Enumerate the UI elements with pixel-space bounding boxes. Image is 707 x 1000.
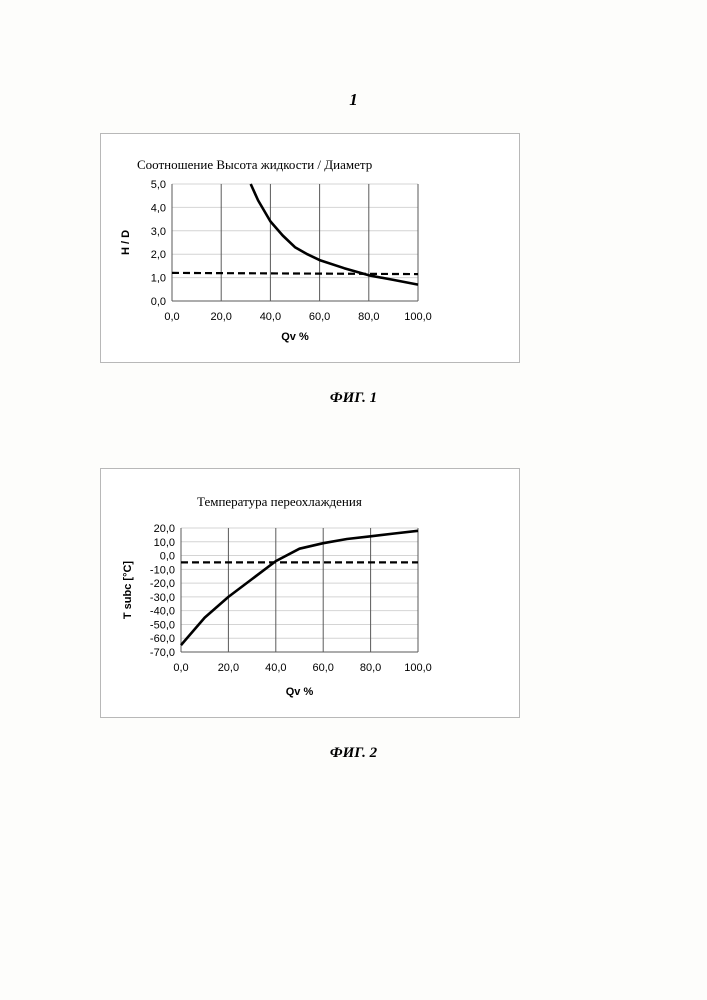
solid-data-line (181, 531, 418, 645)
x-tick-label: 20,0 (210, 311, 231, 323)
solid-data-line (251, 184, 418, 285)
figure-1-chart: Соотношение Высота жидкости / Диаметр 5,0… (101, 134, 521, 364)
y-tick-label: 1,0 (151, 273, 166, 285)
x-tick-label: 80,0 (358, 311, 379, 323)
x-tick-label: 0,0 (173, 662, 188, 674)
y-axis-label: H / D (120, 230, 132, 255)
y-tick-label: 3,0 (151, 226, 166, 238)
y-tick-label: 10,0 (154, 537, 175, 549)
x-tick-label: 100,0 (404, 662, 432, 674)
dashed-reference-line (172, 273, 418, 274)
x-tick-label: 100,0 (404, 311, 432, 323)
x-tick-label: 0,0 (164, 311, 179, 323)
x-tick-label: 40,0 (260, 311, 281, 323)
x-tick-label: 80,0 (360, 662, 381, 674)
x-axis-label: Qv % (286, 686, 314, 698)
chart-title: Соотношение Высота жидкости / Диаметр (137, 157, 372, 172)
x-axis-label: Qv % (281, 331, 309, 343)
y-tick-label: -50,0 (150, 619, 175, 631)
y-tick-label: 2,0 (151, 249, 166, 261)
y-tick-label: 5,0 (151, 179, 166, 191)
y-tick-label: -40,0 (150, 606, 175, 618)
y-tick-label: -60,0 (150, 633, 175, 645)
y-tick-label: -20,0 (150, 578, 175, 590)
figure-2-chart: Температура переохлаждения20,010,00,0-10… (101, 469, 521, 719)
y-tick-label: 0,0 (151, 296, 166, 308)
y-tick-label: 20,0 (154, 523, 175, 535)
x-tick-label: 20,0 (218, 662, 239, 674)
x-tick-label: 60,0 (309, 311, 330, 323)
figure-2-frame: Температура переохлаждения20,010,00,0-10… (100, 468, 520, 718)
y-tick-label: -30,0 (150, 592, 175, 604)
y-tick-label: 4,0 (151, 202, 166, 214)
page-number: 1 (0, 90, 707, 110)
y-tick-label: -10,0 (150, 564, 175, 576)
y-tick-label: 0,0 (160, 551, 175, 563)
x-tick-label: 60,0 (312, 662, 333, 674)
figure-1-frame: Соотношение Высота жидкости / Диаметр 5,0… (100, 133, 520, 363)
chart-title: Температура переохлаждения (197, 494, 362, 509)
figure-1-caption: ФИГ. 1 (0, 390, 707, 407)
x-tick-label: 40,0 (265, 662, 286, 674)
y-axis-label: T subc [°C] (122, 561, 134, 620)
y-tick-label: -70,0 (150, 647, 175, 659)
figure-2-caption: ФИГ. 2 (0, 745, 707, 762)
